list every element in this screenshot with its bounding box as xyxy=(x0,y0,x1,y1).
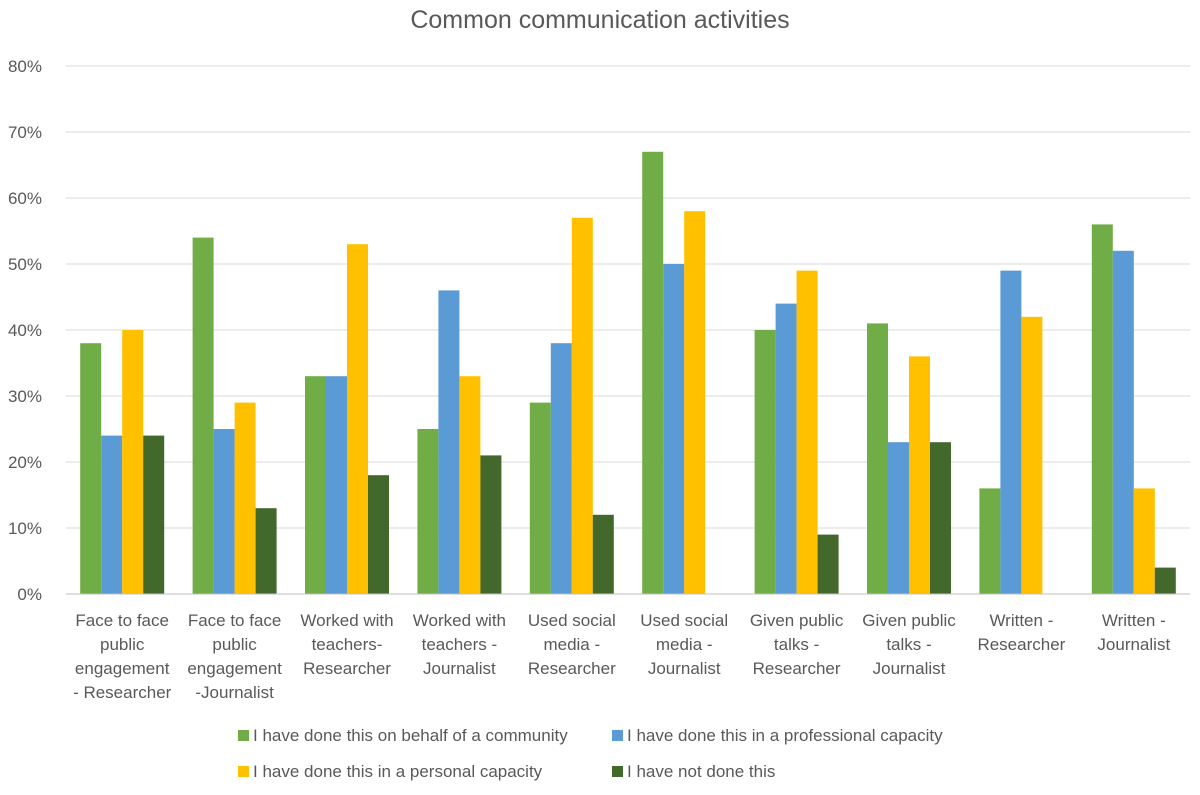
chart-title: Common communication activities xyxy=(410,6,789,34)
bar xyxy=(684,211,706,594)
legend-item: I have done this in a professional capac… xyxy=(612,726,943,745)
bar xyxy=(326,376,347,594)
x-category-label: Used social media -Journalist xyxy=(640,611,728,678)
bar xyxy=(347,244,368,594)
bar xyxy=(817,534,839,594)
legend-swatch xyxy=(238,730,249,741)
bar xyxy=(1154,567,1176,594)
y-tick-label: 0% xyxy=(17,585,42,604)
bar xyxy=(1000,270,1022,594)
bar xyxy=(122,330,144,594)
legend-swatch xyxy=(238,766,249,777)
bars xyxy=(80,151,1176,595)
bar xyxy=(642,151,664,595)
legend-swatch xyxy=(612,730,623,741)
bar xyxy=(754,330,776,594)
legend-item: I have not done this xyxy=(612,762,775,781)
bar xyxy=(305,376,326,594)
bar xyxy=(529,402,551,594)
bar xyxy=(192,237,214,594)
bar xyxy=(550,343,572,594)
legend-label: I have not done this xyxy=(627,762,775,781)
bar xyxy=(368,475,389,594)
bar xyxy=(663,264,685,594)
x-category-label: Used social media -Researcher xyxy=(528,611,616,678)
bar xyxy=(909,356,930,594)
bar xyxy=(438,290,460,594)
y-tick-label: 10% xyxy=(8,519,42,538)
bar xyxy=(101,435,123,594)
legend: I have done this on behalf of a communit… xyxy=(238,726,943,781)
x-axis-category-labels: Face to face public engagement - Researcher… xyxy=(73,611,1170,702)
y-tick-label: 20% xyxy=(8,453,42,472)
y-tick-label: 70% xyxy=(8,123,42,142)
bar xyxy=(571,217,593,595)
bar xyxy=(796,270,818,594)
y-tick-label: 60% xyxy=(8,189,42,208)
x-category-label: Written -Journalist xyxy=(1097,611,1170,654)
legend-swatch xyxy=(612,766,623,777)
bar xyxy=(775,303,797,594)
y-tick-label: 50% xyxy=(8,255,42,274)
y-tick-label: 80% xyxy=(8,57,42,76)
bar xyxy=(1133,488,1155,594)
bar xyxy=(80,343,102,594)
x-category-label: Worked with teachers -Journalist xyxy=(413,611,506,678)
x-category-label: Given public talks -Journalist xyxy=(862,611,956,678)
y-axis-tick-labels: 0% 10% 20% 30% 40% 50% 60% 70% 80% xyxy=(8,57,42,604)
y-tick-label: 40% xyxy=(8,321,42,340)
legend-item: I have done this in a personal capacity xyxy=(238,762,543,781)
bar xyxy=(592,514,614,594)
x-category-label: Face to face public engagement - Researcher xyxy=(73,611,172,702)
x-category-label: Face to face public engagement -Journalist xyxy=(187,611,282,702)
bar xyxy=(480,455,502,594)
y-tick-label: 30% xyxy=(8,387,42,406)
bar xyxy=(417,429,439,594)
bar xyxy=(1112,250,1134,595)
bar xyxy=(930,442,951,594)
bar xyxy=(234,402,256,594)
bar xyxy=(143,435,165,594)
x-category-label: Written -Researcher xyxy=(977,611,1065,654)
bar xyxy=(459,376,481,594)
x-category-label: Worked with teachers-Researcher xyxy=(300,611,393,678)
bar xyxy=(213,429,235,594)
bar xyxy=(255,508,277,594)
legend-item: I have done this on behalf of a communit… xyxy=(238,726,568,745)
legend-label: I have done this on behalf of a communit… xyxy=(253,726,568,745)
bar xyxy=(867,323,888,594)
bar xyxy=(888,442,909,594)
bar xyxy=(1021,316,1043,594)
bar xyxy=(979,488,1001,594)
legend-label: I have done this in a personal capacity xyxy=(253,762,543,781)
x-category-label: Given public talks -Researcher xyxy=(750,611,844,678)
legend-label: I have done this in a professional capac… xyxy=(627,726,943,745)
bar xyxy=(1091,224,1113,594)
